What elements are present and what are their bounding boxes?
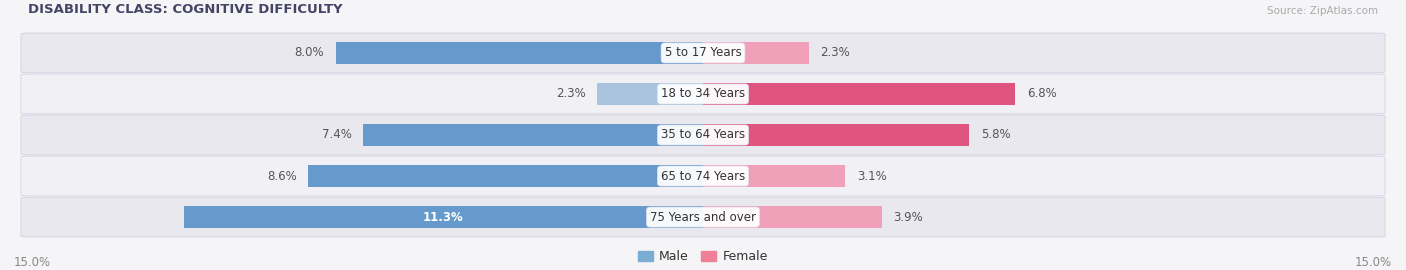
Text: 18 to 34 Years: 18 to 34 Years — [661, 87, 745, 100]
Text: 65 to 74 Years: 65 to 74 Years — [661, 170, 745, 183]
Bar — [308, 165, 703, 187]
Text: 75 Years and over: 75 Years and over — [650, 211, 756, 224]
Text: 15.0%: 15.0% — [14, 256, 51, 269]
FancyBboxPatch shape — [21, 33, 1385, 73]
Bar — [184, 206, 703, 228]
Text: 3.9%: 3.9% — [894, 211, 924, 224]
Text: 35 to 64 Years: 35 to 64 Years — [661, 129, 745, 141]
Text: 15.0%: 15.0% — [1355, 256, 1392, 269]
Bar — [598, 83, 703, 105]
FancyBboxPatch shape — [21, 74, 1385, 114]
Text: 7.4%: 7.4% — [322, 129, 352, 141]
Text: 5 to 17 Years: 5 to 17 Years — [665, 46, 741, 59]
Text: Source: ZipAtlas.com: Source: ZipAtlas.com — [1267, 6, 1378, 16]
Text: DISABILITY CLASS: COGNITIVE DIFFICULTY: DISABILITY CLASS: COGNITIVE DIFFICULTY — [28, 3, 343, 16]
Bar — [703, 206, 882, 228]
Bar — [703, 42, 808, 64]
Bar — [703, 124, 969, 146]
Text: 2.3%: 2.3% — [557, 87, 586, 100]
Text: 3.1%: 3.1% — [856, 170, 887, 183]
Text: 8.0%: 8.0% — [294, 46, 323, 59]
Bar — [336, 42, 703, 64]
FancyBboxPatch shape — [21, 156, 1385, 196]
FancyBboxPatch shape — [21, 115, 1385, 155]
Bar — [703, 83, 1015, 105]
Legend: Male, Female: Male, Female — [633, 245, 773, 268]
Text: 6.8%: 6.8% — [1026, 87, 1056, 100]
Text: 2.3%: 2.3% — [820, 46, 849, 59]
Text: 11.3%: 11.3% — [423, 211, 464, 224]
Bar — [363, 124, 703, 146]
Text: 5.8%: 5.8% — [981, 129, 1011, 141]
Text: 8.6%: 8.6% — [267, 170, 297, 183]
Bar — [703, 165, 845, 187]
FancyBboxPatch shape — [21, 197, 1385, 237]
